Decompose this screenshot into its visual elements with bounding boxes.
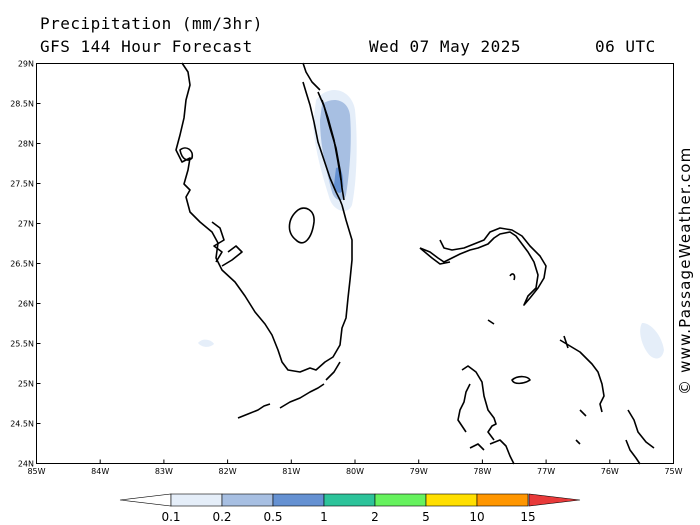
scale-cell bbox=[272, 493, 325, 507]
lon-label: 76W bbox=[601, 467, 619, 476]
scale-tick-label: 0.1 bbox=[161, 510, 180, 524]
scale-tick-label: 2 bbox=[371, 510, 379, 524]
lon-label: 79W bbox=[410, 467, 428, 476]
lat-label: 25N bbox=[18, 380, 34, 389]
scale-tick-label: 5 bbox=[422, 510, 430, 524]
scale-tick-label: 15 bbox=[520, 510, 535, 524]
latitude-labels: 29N 28.5N 28N 27.5N 27N 26.5N 26N 25.5N 25N 24.5N… bbox=[10, 60, 41, 469]
lat-label: 29N bbox=[18, 60, 34, 69]
map-title: Precipitation (mm/3hr) bbox=[40, 14, 263, 33]
lon-label: 77W bbox=[537, 467, 555, 476]
lat-label: 28.5N bbox=[10, 100, 34, 109]
longitude-labels: 85W 84W 83W 82W 81W 80W 79W 78W 77W 76W 75W bbox=[27, 459, 683, 476]
scale-tick-label: 10 bbox=[469, 510, 484, 524]
lon-label: 84W bbox=[91, 467, 109, 476]
lat-label: 25.5N bbox=[10, 340, 34, 349]
color-scale: 0.1 0.2 0.5 1 2 5 10 15 bbox=[119, 493, 581, 524]
lat-label: 24.5N bbox=[10, 420, 34, 429]
scale-cell bbox=[221, 493, 274, 507]
scale-cell bbox=[323, 493, 376, 507]
lon-label: 81W bbox=[282, 467, 300, 476]
lon-label: 82W bbox=[219, 467, 237, 476]
lat-label: 27N bbox=[18, 220, 34, 229]
lon-label: 85W bbox=[27, 467, 45, 476]
lon-label: 83W bbox=[155, 467, 173, 476]
scale-arrow-high bbox=[528, 493, 581, 507]
forecast-date: Wed 07 May 2025 bbox=[369, 37, 521, 56]
scale-tick-label: 0.2 bbox=[212, 510, 231, 524]
scale-tick-label: 0.5 bbox=[263, 510, 282, 524]
scale-arrow-low bbox=[119, 493, 172, 507]
lat-label: 27.5N bbox=[10, 180, 34, 189]
lat-label: 24N bbox=[18, 460, 34, 469]
scale-cell bbox=[425, 493, 478, 507]
scale-cell bbox=[476, 493, 529, 507]
lon-label: 78W bbox=[473, 467, 491, 476]
lat-label: 28N bbox=[18, 140, 34, 149]
coastline bbox=[175, 62, 655, 465]
lat-label: 26N bbox=[18, 300, 34, 309]
lon-label: 75W bbox=[664, 467, 682, 476]
precipitation-area bbox=[198, 89, 664, 359]
lat-label: 26.5N bbox=[10, 260, 34, 269]
scale-cell bbox=[374, 493, 427, 507]
forecast-model: GFS 144 Hour Forecast bbox=[40, 37, 253, 56]
lon-label: 80W bbox=[346, 467, 364, 476]
scale-cell bbox=[170, 493, 223, 507]
forecast-time: 06 UTC bbox=[595, 37, 656, 56]
scale-tick-label: 1 bbox=[320, 510, 328, 524]
